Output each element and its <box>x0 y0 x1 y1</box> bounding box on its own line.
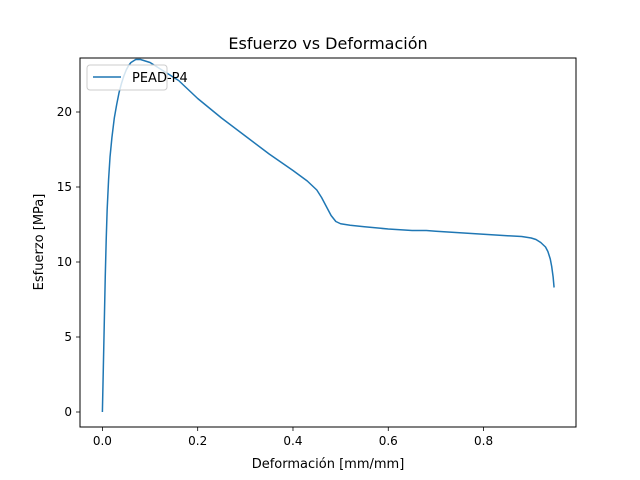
x-tick-label: 0.6 <box>379 434 398 448</box>
y-tick-label: 10 <box>57 255 72 269</box>
y-tick-label: 5 <box>64 330 72 344</box>
legend-label: PEAD-P4 <box>132 71 188 86</box>
x-tick-label: 0.0 <box>93 434 112 448</box>
legend-box <box>86 64 168 91</box>
x-tick-label: 0.2 <box>188 434 207 448</box>
y-tick-label: 0 <box>64 405 72 419</box>
x-tick-label: 0.8 <box>474 434 493 448</box>
y-tick-label: 20 <box>57 105 72 119</box>
axes-frame <box>79 57 577 428</box>
series-line-0 <box>101 58 555 413</box>
plot-area <box>101 58 555 413</box>
legend: PEAD-P4 <box>86 64 188 91</box>
x-axis-ticks: 0.0 0.2 0.4 0.6 0.8 <box>93 427 493 448</box>
x-tick-label: 0.4 <box>283 434 302 448</box>
x-axis-label: Deformación [mm/mm] <box>252 457 405 472</box>
y-axis-label: Esfuerzo [MPa] <box>32 194 47 291</box>
y-axis-ticks: 0 5 10 15 20 <box>57 105 80 419</box>
y-tick-label: 15 <box>57 180 72 194</box>
chart-title: Esfuerzo vs Deformación <box>228 34 427 53</box>
